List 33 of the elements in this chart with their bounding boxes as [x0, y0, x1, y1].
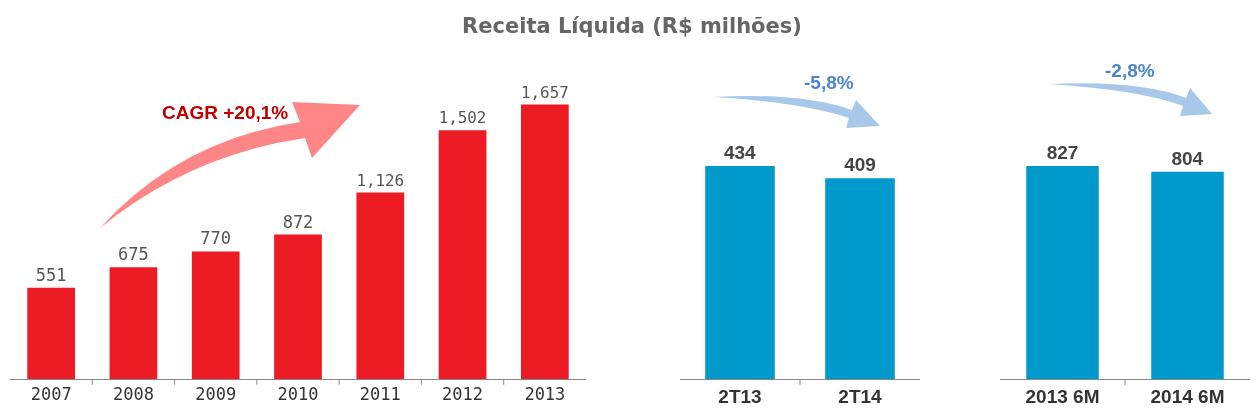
- data-label: 872: [282, 211, 314, 232]
- data-label: 675: [118, 244, 149, 265]
- text: -2,8%: [1105, 60, 1155, 81]
- bar: [27, 287, 76, 379]
- x-tick-label: 2T13: [718, 385, 762, 407]
- x-tick-label: 2014 6M: [1150, 385, 1225, 407]
- x-tick-label: 2012: [442, 384, 484, 405]
- bar: [520, 104, 569, 379]
- data-label: 770: [200, 228, 232, 249]
- data-label: 551: [35, 264, 67, 285]
- x-tick-label: 2007: [30, 384, 72, 405]
- data-label: 1,502: [438, 108, 487, 128]
- x-tick-label: 2T14: [838, 385, 883, 407]
- data-label: 1,657: [521, 82, 569, 102]
- x-tick-label: 2013 6M: [1025, 385, 1100, 407]
- bar: [438, 130, 487, 379]
- bar: [356, 192, 405, 379]
- x-tick-label: 2013: [524, 384, 566, 405]
- x-tick-label: 2010: [277, 384, 319, 405]
- data-label: 434: [723, 141, 757, 163]
- annotation: CAGR +20,1%: [162, 102, 289, 123]
- text: Receita Líquida (R$ milhões): [461, 14, 803, 38]
- x-tick-label: 2008: [112, 384, 154, 405]
- bar: [191, 251, 240, 379]
- bar: [109, 267, 158, 379]
- data-label: 409: [844, 154, 876, 176]
- data-label: 804: [1171, 147, 1204, 169]
- bar: [274, 234, 322, 379]
- data-label: 827: [1046, 141, 1079, 163]
- x-tick-label: 2011: [359, 384, 401, 405]
- data-label: 1,126: [356, 170, 405, 190]
- x-tick-label: 2009: [195, 384, 237, 405]
- text: -5,8%: [804, 72, 854, 93]
